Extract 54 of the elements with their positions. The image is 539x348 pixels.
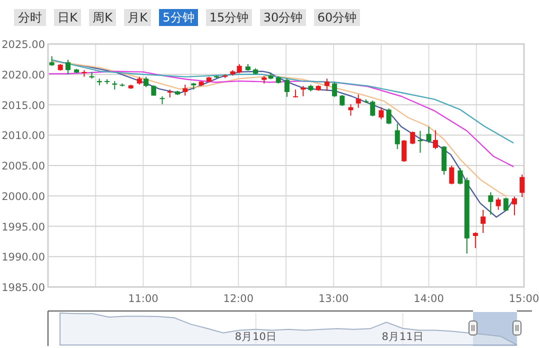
- candlestick: [488, 192, 494, 216]
- candlestick: [432, 130, 438, 150]
- candlestick: [410, 130, 416, 145]
- y-tick-label: 1995.00: [2, 221, 45, 234]
- candlestick: [340, 94, 345, 106]
- text: 5分钟: [162, 10, 194, 24]
- candlestick: [49, 56, 54, 66]
- x-tick-label: 8月10日: [234, 331, 277, 343]
- y-tick-label: 1985.00: [2, 282, 45, 294]
- candlestick: [458, 167, 463, 185]
- candlestick: [356, 94, 361, 108]
- text: 30分钟: [263, 10, 303, 24]
- candlestick: [402, 139, 407, 162]
- x-tick-label: 11:00: [128, 293, 158, 305]
- candlestick: [324, 78, 330, 92]
- x-tick-label: 12:00: [223, 293, 254, 305]
- candlestick: [503, 197, 508, 212]
- y-tick-label: 2005.00: [2, 160, 45, 172]
- candlestick: [449, 165, 454, 185]
- candlestick: [300, 85, 306, 97]
- line-series: [48, 70, 514, 168]
- y-tick-label: 1990.00: [2, 252, 45, 264]
- y-tick-label: 2000.00: [2, 190, 45, 203]
- candlestick: [284, 78, 290, 98]
- y-tick-label: 2025.00: [2, 39, 45, 51]
- y-tick-label: 2015.00: [2, 100, 45, 112]
- x-tick-label: 14:00: [414, 293, 444, 305]
- candlestick: [426, 126, 432, 144]
- line-series: [51, 59, 514, 144]
- candlestick: [520, 174, 525, 198]
- text: 分时: [18, 10, 42, 24]
- y-tick-label: 2010.00: [2, 130, 45, 142]
- candlestick: [348, 104, 354, 116]
- candlestick: [332, 82, 338, 98]
- candlestick: [480, 209, 486, 234]
- candlestick: [144, 76, 149, 88]
- x-tick-label: 13:00: [318, 293, 349, 305]
- x-tick-label: 15:00: [508, 293, 539, 305]
- text: 15分钟: [209, 10, 249, 24]
- y-tick-label: 2020.00: [2, 69, 45, 82]
- candlestick: [182, 84, 188, 96]
- candlestick: [512, 196, 517, 216]
- candlestick: [65, 59, 70, 75]
- candlestick: [496, 197, 501, 210]
- text: 60分钟: [317, 10, 357, 24]
- candlestick: [394, 123, 400, 150]
- x-tick-label: 8月11日: [382, 331, 424, 343]
- candlestick: [236, 64, 242, 74]
- candlestick: [378, 106, 384, 120]
- text: 周K: [92, 10, 114, 24]
- text: 日K: [58, 10, 79, 24]
- candlestick: [472, 232, 478, 249]
- candlestick: [386, 108, 392, 125]
- text: 月K: [128, 10, 149, 24]
